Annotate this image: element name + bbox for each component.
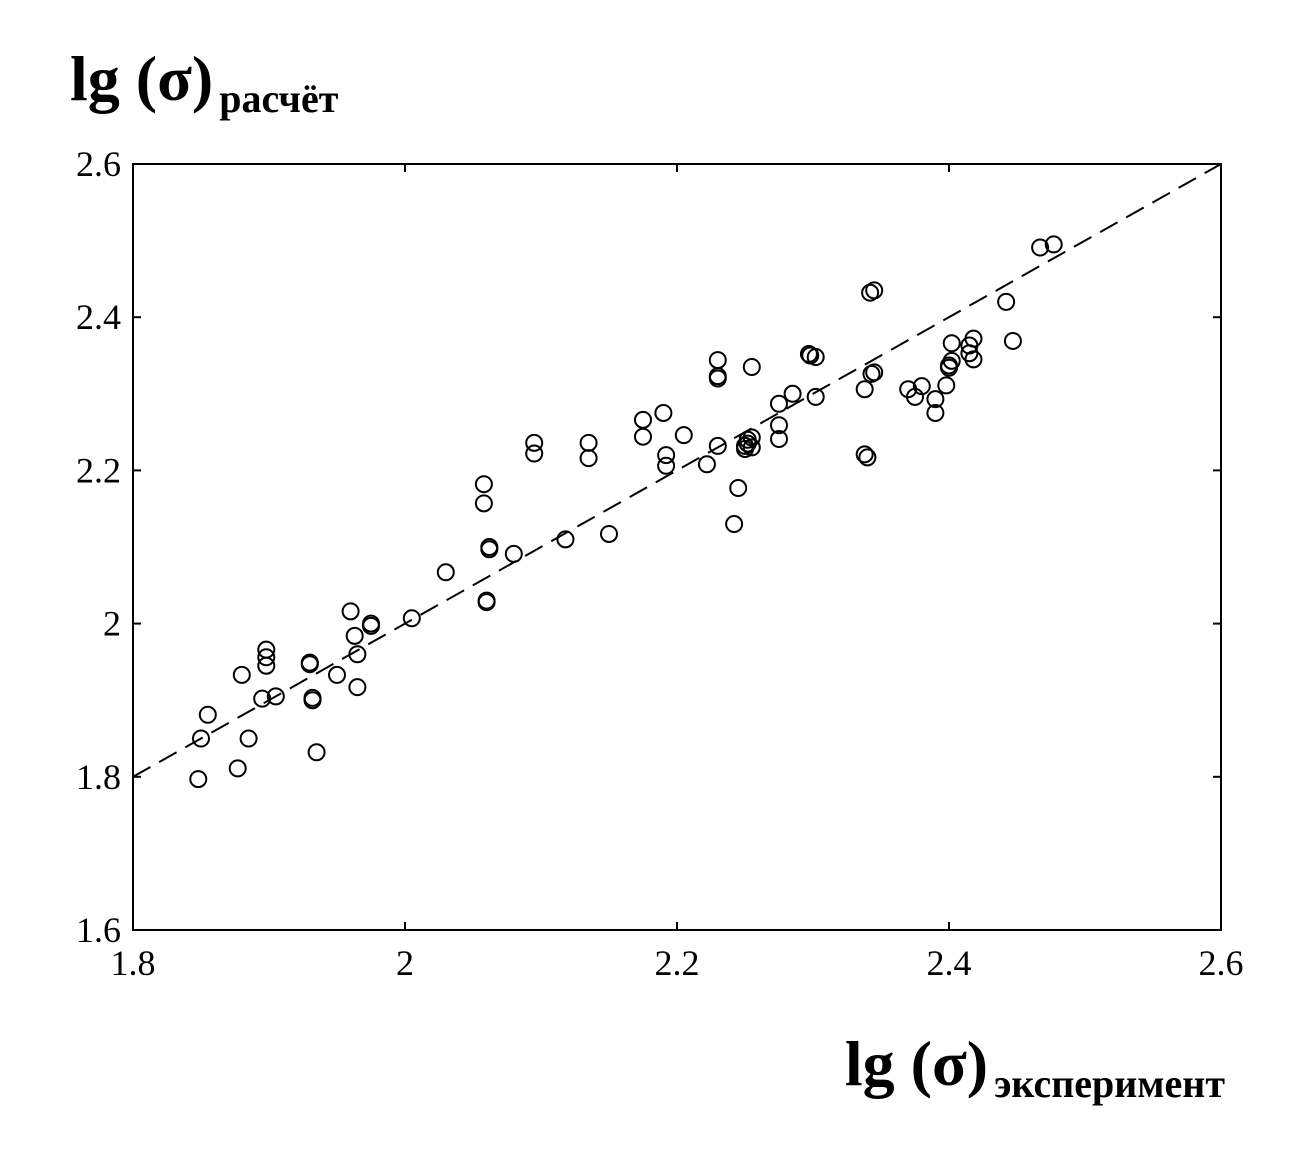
data-point [806, 348, 825, 367]
data-point [855, 380, 874, 399]
data-point [228, 759, 247, 778]
reference-line-y-equals-x [132, 163, 1222, 778]
data-point [257, 648, 276, 667]
data-point [348, 645, 367, 664]
plot-area-frame [132, 163, 1222, 931]
data-point [525, 433, 544, 452]
data-point [708, 436, 727, 455]
data-point [307, 743, 326, 762]
data-point [480, 540, 499, 559]
data-point [708, 369, 727, 388]
y-tick-label: 2.2 [76, 450, 121, 490]
data-point [770, 394, 788, 413]
data-point [725, 515, 744, 534]
data-point [634, 410, 652, 429]
x-axis-title-subscript: эксперимент [994, 1061, 1225, 1106]
data-point [257, 640, 276, 659]
data-point [674, 426, 693, 445]
data-point [1044, 235, 1063, 254]
data-point [926, 403, 945, 422]
data-point [189, 770, 208, 789]
x-tick-label: 1.8 [111, 943, 156, 983]
x-axis-title-main: lg (σ) [845, 1028, 988, 1099]
data-point [477, 593, 496, 612]
data-point [634, 427, 652, 446]
data-point [940, 356, 958, 375]
data-point [964, 329, 983, 348]
data-point [328, 665, 346, 684]
y-axis-title: lg (σ) расчёт [70, 43, 339, 121]
data-point [964, 350, 983, 369]
data-point [266, 687, 285, 706]
data-point [436, 563, 455, 582]
data-point [362, 614, 380, 633]
data-point [865, 363, 884, 382]
data-point [1003, 331, 1022, 350]
data-point [742, 438, 761, 457]
y-axis-title-subscript: расчёт [219, 76, 339, 121]
data-point [504, 544, 523, 563]
data-point [997, 292, 1016, 311]
data-point [942, 334, 961, 353]
data-point [657, 456, 676, 475]
x-tick-label: 2.6 [1199, 943, 1244, 983]
data-point [912, 377, 931, 396]
y-tick-label: 1.8 [76, 757, 121, 797]
data-point [579, 433, 598, 452]
data-point [942, 351, 961, 370]
data-point [862, 364, 881, 383]
data-point [198, 705, 217, 724]
data-point [926, 390, 945, 409]
data-point [742, 428, 761, 447]
x-tick-label: 2.4 [927, 943, 972, 983]
data-point [654, 403, 673, 422]
data-point [770, 416, 788, 435]
data-point [806, 387, 825, 406]
data-point [579, 449, 598, 468]
y-tick-label: 2.4 [76, 297, 121, 337]
data-point [855, 445, 874, 464]
data-point [253, 689, 272, 708]
x-tick-label: 2 [396, 943, 414, 983]
data-point [303, 691, 322, 710]
y-tick-label: 2 [103, 604, 121, 644]
y-tick-label: 1.6 [76, 910, 121, 950]
data-point [742, 357, 761, 376]
data-point [239, 729, 258, 748]
data-point [865, 281, 884, 300]
data-point [600, 524, 618, 543]
data-point [770, 429, 788, 448]
data-point [697, 455, 716, 474]
data-point [232, 665, 251, 684]
data-point [783, 384, 802, 403]
data-point [556, 530, 575, 549]
data-point [474, 494, 493, 513]
y-tick-label: 2.6 [76, 144, 121, 184]
y-axis-title-main: lg (σ) [70, 43, 213, 114]
data-point [729, 479, 748, 498]
data-point [1031, 238, 1050, 257]
data-point [300, 653, 319, 672]
data-point [525, 444, 544, 463]
data-point [858, 448, 877, 467]
x-tick-label: 2.2 [655, 943, 700, 983]
data-point [937, 376, 956, 395]
x-axis-title: lg (σ) эксперимент [845, 1028, 1225, 1106]
data-point [402, 609, 421, 628]
data-point [474, 475, 493, 494]
data-point [657, 446, 676, 465]
data-point [348, 678, 367, 697]
data-point [192, 729, 210, 748]
data-point [345, 626, 364, 645]
data-point [708, 351, 727, 370]
data-point [341, 602, 360, 621]
